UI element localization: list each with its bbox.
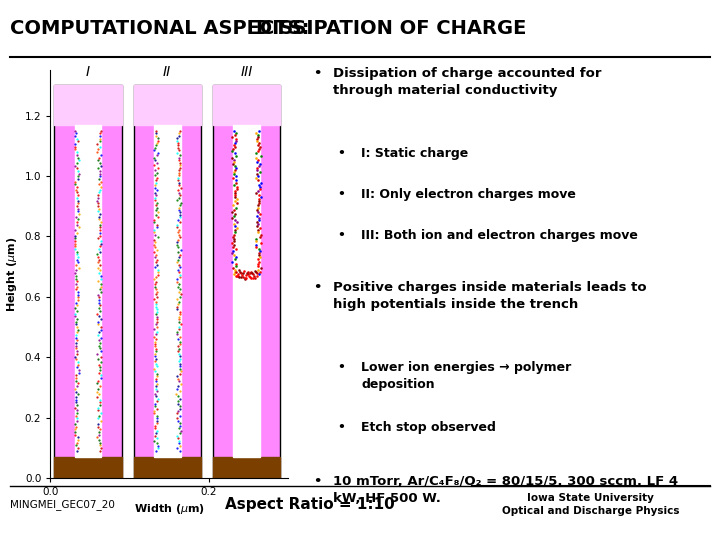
- Text: Etch stop observed: Etch stop observed: [361, 421, 496, 434]
- Text: III: Both ion and electron charges move: III: Both ion and electron charges move: [361, 229, 638, 242]
- Text: Aspect Ratio = 1:10: Aspect Ratio = 1:10: [225, 497, 395, 512]
- Text: 10 mTorr, Ar/C₄F₈/O₂ = 80/15/5, 300 sccm, LF 4
kW, HF 500 W.: 10 mTorr, Ar/C₄F₈/O₂ = 80/15/5, 300 sccm…: [333, 475, 678, 505]
- Bar: [154, 125, 181, 457]
- Bar: [233, 125, 260, 457]
- Bar: [213, 85, 280, 478]
- Text: •: •: [337, 229, 345, 242]
- Text: Lower ion energies → polymer
deposition: Lower ion energies → polymer deposition: [361, 361, 572, 391]
- Bar: [134, 85, 201, 125]
- Bar: [213, 457, 280, 478]
- Text: •: •: [337, 147, 345, 160]
- Text: •: •: [313, 475, 322, 488]
- Bar: [134, 457, 201, 478]
- Text: III: III: [240, 65, 253, 79]
- Text: II: II: [163, 65, 171, 79]
- Bar: [55, 457, 122, 478]
- Text: •: •: [337, 361, 345, 374]
- Text: Iowa State University
Optical and Discharge Physics: Iowa State University Optical and Discha…: [502, 494, 679, 516]
- Text: Positive charges inside materials leads to
high potentials inside the trench: Positive charges inside materials leads …: [333, 281, 647, 311]
- Bar: [75, 125, 102, 457]
- Text: •: •: [337, 188, 345, 201]
- Bar: [134, 85, 201, 478]
- Text: •: •: [313, 67, 322, 80]
- Y-axis label: Height ($\mu$m): Height ($\mu$m): [5, 236, 19, 312]
- Text: I: I: [86, 65, 90, 79]
- Text: COMPUTATIONAL ASPECTS:: COMPUTATIONAL ASPECTS:: [10, 19, 316, 38]
- Text: •: •: [313, 281, 322, 294]
- Text: I: Static charge: I: Static charge: [361, 147, 469, 160]
- Bar: [213, 85, 280, 125]
- Bar: [55, 85, 122, 125]
- X-axis label: Width ($\mu$m): Width ($\mu$m): [134, 503, 204, 516]
- Text: DISSIPATION OF CHARGE: DISSIPATION OF CHARGE: [256, 19, 526, 38]
- Text: Dissipation of charge accounted for
through material conductivity: Dissipation of charge accounted for thro…: [333, 67, 602, 97]
- Text: II: Only electron charges move: II: Only electron charges move: [361, 188, 576, 201]
- Bar: [55, 85, 122, 478]
- Text: MINGMEI_GEC07_20: MINGMEI_GEC07_20: [10, 500, 115, 510]
- Text: •: •: [337, 421, 345, 434]
